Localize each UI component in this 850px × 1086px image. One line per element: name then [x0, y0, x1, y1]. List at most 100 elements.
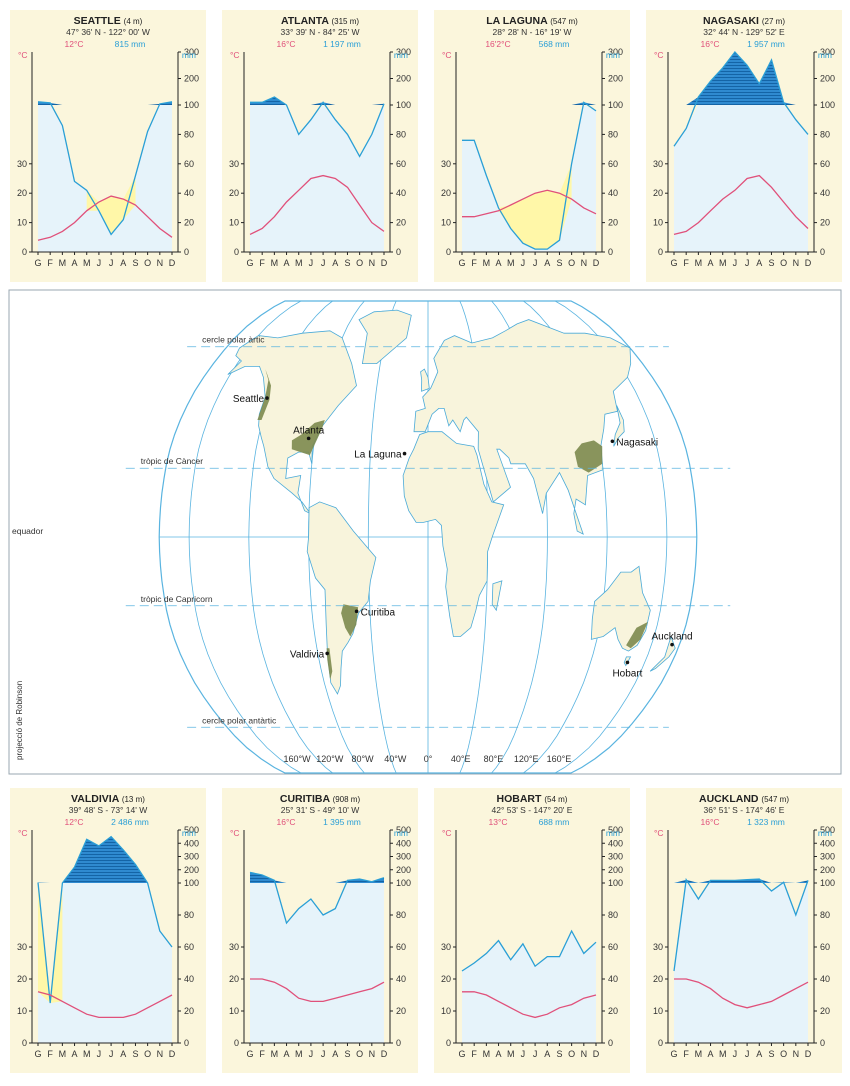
precip-tick-label: 100 [184, 100, 199, 110]
precip-tick-label: 60 [820, 159, 830, 169]
city-coords: 42° 53' S - 147° 20' E [492, 805, 573, 815]
precip-line [37, 101, 173, 236]
month-label: J [309, 1049, 314, 1059]
month-label: M [295, 258, 303, 268]
month-label: A [72, 258, 78, 268]
temp-tick-label: 10 [441, 1006, 451, 1016]
city-coords: 36° 51' S - 174° 46' E [704, 805, 785, 815]
month-label: S [768, 1049, 774, 1059]
precip-unit-label: mm [182, 828, 196, 838]
city-name: AUCKLAND [699, 793, 761, 805]
precip-unit-label: mm [182, 50, 196, 60]
month-label: O [356, 258, 363, 268]
precip-area [674, 883, 808, 1043]
month-label: A [284, 1049, 290, 1059]
month-label: N [581, 258, 588, 268]
month-label: O [568, 1049, 575, 1059]
precip-tick-label: 100 [184, 878, 199, 888]
precip-tick-label: 300 [608, 47, 623, 57]
month-label: M [295, 1049, 303, 1059]
temp-tick-label: 30 [441, 942, 451, 952]
landmass-uk [420, 368, 430, 392]
precip-tick-label: 20 [608, 1006, 618, 1016]
city-title: VALDIVIA (13 m) [71, 793, 145, 805]
precip-tick-label: 300 [184, 852, 199, 862]
month-label: M [271, 258, 279, 268]
city-label: La Laguna [354, 450, 402, 461]
city-marker [625, 660, 630, 665]
precip-tick-label: 500 [396, 825, 411, 835]
climate-region-southeast-australia [626, 621, 648, 649]
temp-unit-label: °C [18, 828, 28, 838]
temp-tick-label: 10 [441, 218, 451, 228]
city-marker [670, 642, 674, 647]
temp-tick-label: 30 [653, 159, 663, 169]
precip-line [673, 50, 809, 147]
temp-tick-label: 20 [441, 188, 451, 198]
month-label: F [47, 258, 53, 268]
temp-unit-label: °C [230, 50, 240, 60]
precip-tick-label: 40 [608, 188, 618, 198]
month-label: N [157, 258, 164, 268]
parallel-label: tròpic de Capricorn [141, 594, 213, 604]
precip-tick-label: 100 [396, 100, 411, 110]
month-label: N [369, 1049, 376, 1059]
annual-precipitation: 1 395 mm [323, 817, 361, 827]
precip-surplus-area [250, 97, 384, 105]
temp-line [37, 991, 173, 1019]
precip-tick-label: 0 [608, 1038, 613, 1048]
precip-tick-label: 0 [396, 1038, 401, 1048]
landmass-europe-asia [413, 319, 632, 535]
city-label: Atlanta [293, 425, 325, 436]
month-label: F [683, 1049, 689, 1059]
month-label: D [169, 258, 176, 268]
parallel-label: cercle polar àrtic [202, 335, 265, 345]
temp-tick-label: 30 [441, 159, 451, 169]
precip-area [674, 105, 808, 252]
precip-tick-label: 200 [608, 865, 623, 875]
month-label: A [332, 1049, 338, 1059]
parallel-label: tròpic de Càncer [141, 456, 204, 466]
meridian-label: 0° [424, 754, 433, 764]
month-label: J [97, 258, 102, 268]
precip-tick-label: 200 [608, 74, 623, 84]
city-altitude: (547 m) [550, 17, 578, 26]
month-label: J [521, 1049, 526, 1059]
temp-tick-label: 0 [658, 1038, 663, 1048]
precip-tick-label: 80 [396, 910, 406, 920]
temp-unit-label: °C [230, 828, 240, 838]
month-label: M [59, 1049, 67, 1059]
month-label: M [83, 1049, 91, 1059]
month-label: N [581, 1049, 588, 1059]
city-label: Nagasaki [616, 437, 658, 448]
precip-tick-label: 60 [396, 159, 406, 169]
month-label: N [369, 258, 376, 268]
precip-tick-label: 100 [820, 100, 835, 110]
temp-tick-label: 10 [229, 1006, 239, 1016]
city-name: SEATTLE [74, 15, 124, 27]
month-label: F [259, 1049, 265, 1059]
month-label: F [683, 258, 689, 268]
month-label: G [458, 258, 465, 268]
month-label: D [593, 258, 600, 268]
precip-tick-label: 400 [820, 838, 835, 848]
city-marker [354, 609, 359, 614]
precip-tick-label: 20 [820, 218, 830, 228]
precip-tick-label: 0 [820, 247, 825, 257]
precip-tick-label: 0 [184, 1038, 189, 1048]
precip-tick-label: 300 [396, 852, 411, 862]
temp-tick-label: 10 [229, 218, 239, 228]
month-label: D [805, 258, 812, 268]
precip-tick-label: 20 [184, 1006, 194, 1016]
month-label: G [246, 1049, 253, 1059]
temp-unit-label: °C [442, 828, 452, 838]
city-altitude: (27 m) [762, 17, 785, 26]
